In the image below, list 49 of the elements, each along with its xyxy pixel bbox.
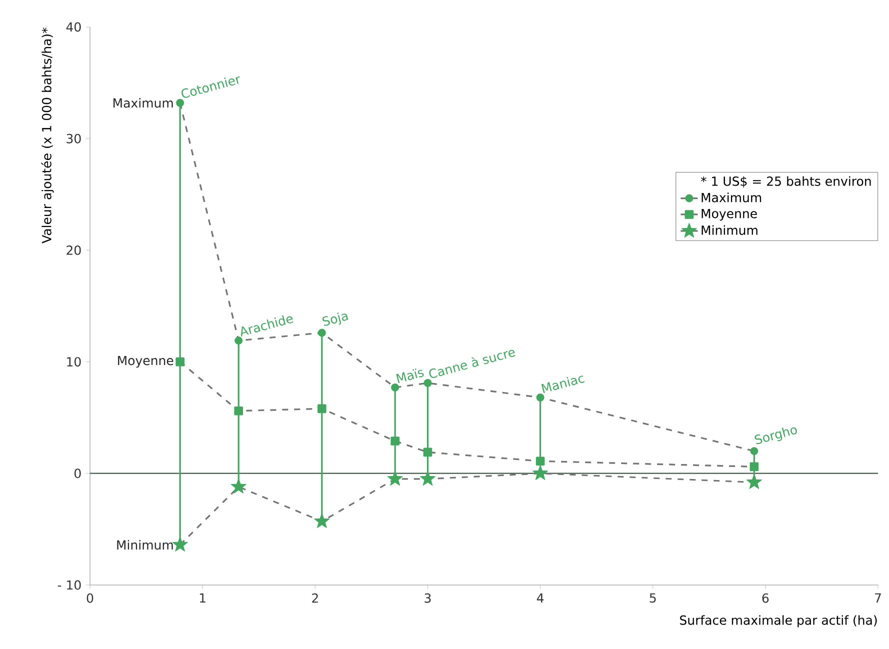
y-tick-label: 20 — [66, 245, 81, 255]
point — [176, 357, 184, 366]
x-axis-title: Surface maximale par actif (ha) — [680, 615, 877, 628]
annotation: * 1 US$ = 25 bahts environ — [700, 176, 871, 188]
annotation: Minimum — [117, 540, 173, 550]
annotation: Sorgho — [754, 427, 797, 444]
point — [536, 394, 544, 402]
x-tick-label: 6 — [762, 593, 769, 603]
point — [234, 406, 243, 416]
annotation: Maniac — [541, 376, 585, 394]
y-tick-label: 10 — [67, 357, 81, 367]
x-tick-label: 0 — [86, 593, 94, 603]
point — [387, 470, 403, 486]
y-tick-label: 40 — [66, 22, 81, 32]
point — [750, 447, 758, 456]
annotation: Maïs — [396, 368, 424, 384]
y-tick-label: 0 — [74, 468, 81, 478]
point — [532, 465, 548, 480]
x-tick-label: 3 — [424, 593, 431, 603]
point — [746, 474, 762, 490]
y-axis-title: Valeur ajoutée (x 1 000 bahts/ha)* — [41, 28, 54, 244]
x-tick-label: 5 — [650, 593, 656, 603]
annotation: Maximum — [114, 98, 173, 108]
point — [424, 379, 432, 388]
x-tick-label: 2 — [312, 593, 318, 603]
y-tick-label: - 10 — [58, 580, 81, 590]
point — [750, 462, 759, 472]
point — [423, 448, 432, 457]
y-tick-label: 30 — [66, 134, 81, 144]
legend-label: Maximum — [702, 192, 762, 202]
point — [536, 456, 545, 466]
x-tick-label: 1 — [200, 593, 206, 602]
point — [314, 513, 330, 528]
legend-label: Moyenne — [702, 208, 757, 221]
point — [318, 404, 326, 414]
annotation: Moyenne — [118, 356, 174, 368]
point — [318, 328, 326, 337]
annotation: Soja — [322, 312, 348, 326]
point — [420, 470, 436, 486]
annotation: Canne à sucre — [429, 350, 516, 378]
legend-label: Minimum — [702, 225, 758, 235]
x-tick-label: 4 — [536, 593, 544, 602]
point — [176, 98, 184, 107]
x-tick-label: 7 — [875, 593, 881, 602]
point — [234, 336, 243, 345]
point — [390, 436, 400, 446]
point — [230, 478, 246, 494]
point — [172, 536, 188, 552]
point — [391, 383, 400, 392]
